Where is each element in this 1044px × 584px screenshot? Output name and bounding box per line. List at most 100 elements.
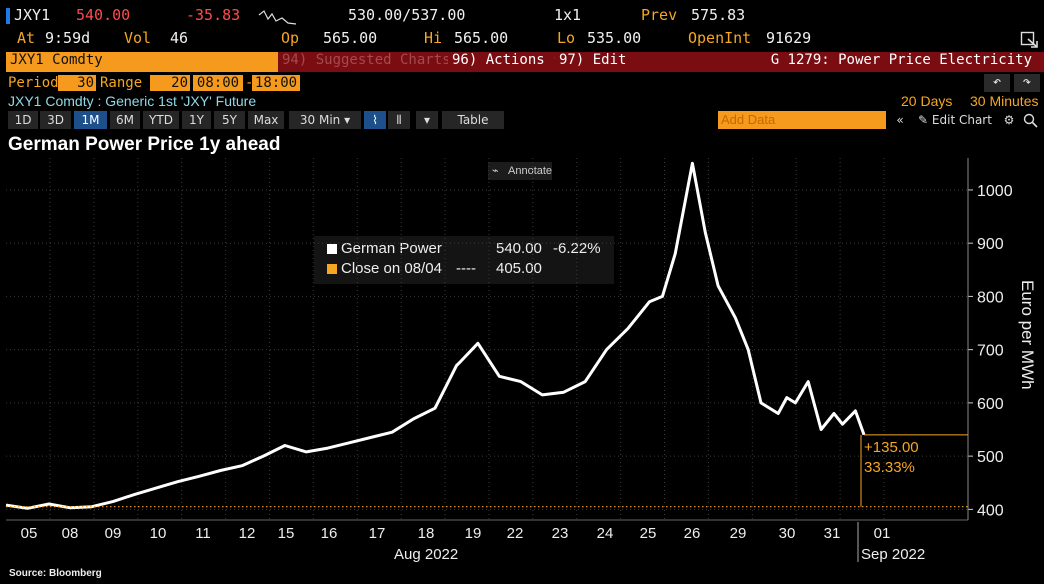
range-input[interactable]: 20 [150, 75, 190, 91]
security-description: JXY1 Comdty : Generic 1st 'JXY' Future [8, 93, 257, 109]
bid-ask: 530.00/537.00 [348, 6, 466, 24]
range-button-1d[interactable]: 1D [8, 111, 38, 129]
range-button-ytd[interactable]: YTD [143, 111, 179, 129]
high-label: Hi [424, 29, 443, 47]
y-tick-label: 500 [977, 449, 1004, 466]
days-label: 20 Days [901, 93, 953, 109]
low-value: 535.00 [587, 29, 642, 47]
x-tick-label: 31 [824, 525, 841, 542]
range-button-max[interactable]: Max [248, 111, 284, 129]
x-tick-label: 01 [874, 525, 891, 542]
y-tick-label: 800 [977, 289, 1004, 306]
x-tick-label: 23 [552, 525, 569, 542]
prev-value: 575.83 [691, 6, 746, 24]
x-tick-label: 17 [369, 525, 386, 542]
y-tick-label: 1000 [977, 183, 1013, 200]
y-tick-label: 400 [977, 502, 1004, 519]
chart-legend: German Power 540.00 -6.22% Close on 08/0… [314, 236, 614, 284]
line-chart-icon[interactable]: ⌇ [364, 111, 386, 129]
open-value: 565.00 [323, 29, 378, 47]
x-tick-label: 30 [779, 525, 796, 542]
legend-swatch-close [327, 264, 337, 274]
edit-chart-button[interactable]: ✎ Edit Chart [918, 113, 992, 127]
legend-series-label: German Power [341, 240, 442, 257]
series-line-german-power [5, 161, 866, 510]
y-tick-label: 700 [977, 343, 1004, 360]
add-data-placeholder: Add Data [721, 112, 776, 127]
x-tick-label: 08 [62, 525, 79, 542]
last-price: 540.00 [76, 6, 131, 24]
range-button-6m[interactable]: 6M [110, 111, 140, 129]
legend-series-change: -6.22% [553, 240, 601, 257]
at-label: At [17, 29, 36, 47]
redo-button[interactable]: ↷ [1014, 74, 1040, 92]
x-tick-label: 15 [278, 525, 295, 542]
x-tick-label: 10 [150, 525, 167, 542]
vol-value: 46 [170, 29, 189, 47]
x-month-label: Aug 2022 [394, 546, 458, 563]
x-tick-label: 09 [105, 525, 122, 542]
x-tick-label: 29 [730, 525, 747, 542]
edit-label: 97) Edit ▾ [559, 52, 644, 68]
legend-series-value: 540.00 [496, 240, 542, 257]
x-tick-label: 24 [597, 525, 614, 542]
change-annotation-percent: 33.33% [864, 459, 915, 476]
time-from-input[interactable]: 08:00 [193, 75, 243, 91]
x-tick-label: 12 [239, 525, 256, 542]
ticker[interactable]: JXY1 [14, 6, 51, 24]
legend-swatch-series [327, 244, 337, 254]
source-note: Source: Bloomberg [9, 568, 102, 579]
net-change: -35.83 [186, 6, 241, 24]
interval-dropdown[interactable]: 30 Min ▾ [289, 111, 361, 129]
sparkline-icon [258, 10, 297, 25]
x-tick-label: 11 [195, 525, 211, 542]
annotate-label: Annotate [508, 165, 553, 177]
ticker-marker [6, 8, 10, 24]
time-to-input[interactable]: 18:00 [252, 75, 300, 91]
range-button-5y[interactable]: 5Y [214, 111, 245, 129]
function-title-bar: G 1279: Power Price Electricity [632, 52, 1044, 72]
edit-menu[interactable]: 97) Edit ▾ [555, 52, 643, 72]
chart-title: German Power Price 1y ahead [8, 134, 281, 155]
annotate-button[interactable]: ⌁ Annotate [488, 162, 552, 180]
range-button-1y[interactable]: 1Y [182, 111, 211, 129]
x-tick-label: 18 [418, 525, 435, 542]
y-axis-label: Euro per MWh [1018, 280, 1037, 390]
bar-chart-icon[interactable]: ⫴ [388, 111, 410, 129]
x-tick-label: 19 [465, 525, 482, 542]
actions-menu[interactable]: 96) Actions ▾ [448, 52, 562, 72]
legend-close-value: 405.00 [496, 260, 542, 277]
actions-label: 96) Actions ▾ [452, 52, 562, 68]
range-button-1m[interactable]: 1M [74, 111, 107, 129]
security-field[interactable]: JXY1 Comdty [6, 52, 280, 72]
collapse-button[interactable]: « [896, 113, 904, 127]
add-data-field[interactable]: Add Data [718, 111, 886, 129]
zoom-icon[interactable] [1022, 112, 1040, 128]
y-tick-label: 900 [977, 236, 1004, 253]
table-button[interactable]: Table [442, 111, 504, 129]
prev-label: Prev [641, 6, 678, 24]
function-title: G 1279: Power Price Electricity [770, 52, 1032, 68]
vol-label: Vol [124, 29, 152, 47]
suggested-charts-menu[interactable]: 94) Suggested Charts [278, 52, 451, 72]
popout-icon[interactable] [1020, 31, 1040, 49]
legend-close-label: Close on 08/04 [341, 260, 442, 277]
at-value: 9:59d [45, 29, 91, 47]
chart-style-dropdown[interactable]: ▾ [416, 111, 438, 129]
time-dash: - [245, 75, 254, 91]
openint-label: OpenInt [688, 29, 752, 47]
low-label: Lo [557, 29, 576, 47]
period-input[interactable]: 30 [58, 75, 96, 91]
range-button-3d[interactable]: 3D [40, 111, 71, 129]
undo-button[interactable]: ↶ [984, 74, 1010, 92]
y-tick-label: 600 [977, 396, 1004, 413]
x-tick-label: 05 [21, 525, 38, 542]
settings-icon[interactable]: ⚙ [1003, 113, 1015, 127]
interval-label: 30 Minutes [970, 93, 1039, 109]
security-name: JXY1 Comdty [10, 52, 103, 68]
x-tick-label: 16 [321, 525, 338, 542]
range-label: Range [100, 75, 143, 91]
openint-value: 91629 [766, 29, 812, 47]
period-label: Period [8, 75, 59, 91]
